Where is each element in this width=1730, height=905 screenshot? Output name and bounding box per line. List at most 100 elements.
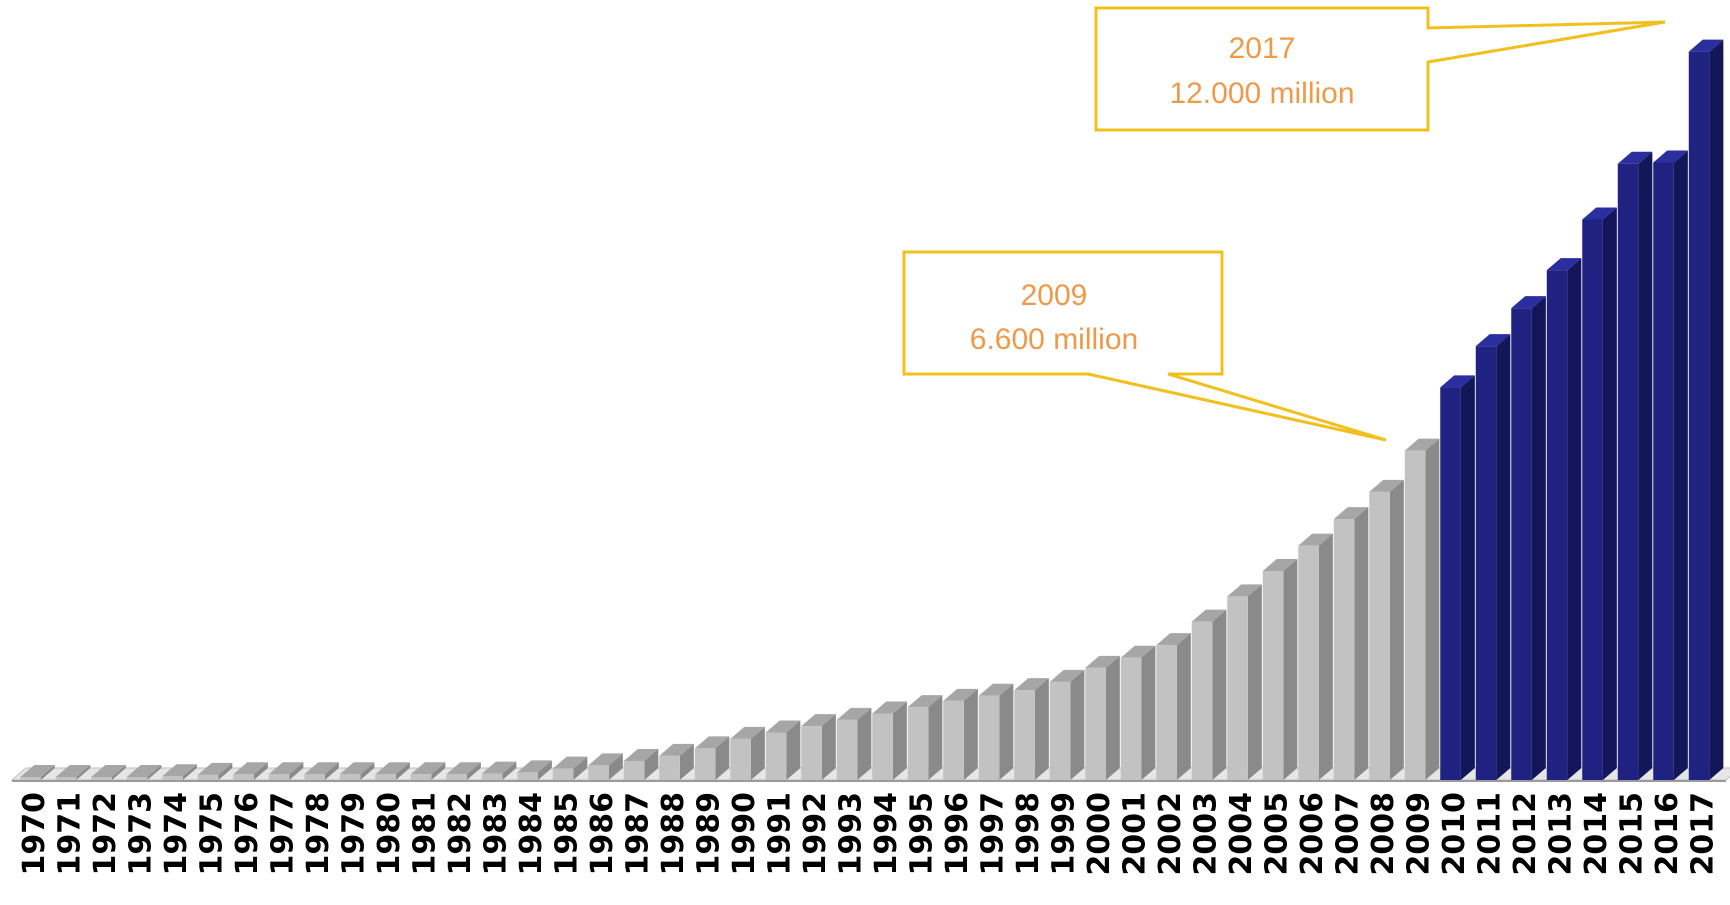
bar-1983	[481, 761, 517, 780]
bar-side-1987	[644, 749, 659, 780]
callout-2017: 2017 12.000 million	[1094, 6, 1666, 132]
bar-top-1977	[268, 762, 304, 775]
bar-front-2010	[1440, 387, 1461, 780]
bar-top-1996	[943, 688, 978, 701]
bar-side-2013	[1567, 258, 1582, 781]
x-tick-1995: 1995	[904, 792, 939, 876]
bar-1989	[694, 736, 730, 780]
bar-2011	[1475, 334, 1511, 780]
callout-2009-year: 2009	[1021, 279, 1088, 312]
bar-2016	[1653, 150, 1688, 780]
bar-2009	[1404, 438, 1440, 780]
bar-top-2010	[1440, 375, 1475, 388]
bar-2007	[1333, 507, 1369, 780]
x-tick-2010: 2010	[1437, 792, 1472, 876]
bar-1973	[126, 765, 162, 780]
bar-top-1973	[126, 765, 162, 777]
bar-top-1988	[659, 743, 694, 756]
bar-top-2005	[1262, 559, 1298, 571]
bar-side-1996	[963, 688, 978, 780]
bar-top-1992	[801, 714, 836, 727]
bar-side-1981	[431, 762, 446, 780]
bar-1996	[943, 688, 978, 780]
bar-top-1975	[197, 762, 233, 775]
x-tick-1996: 1996	[940, 792, 975, 876]
bar-front-1993	[836, 719, 858, 780]
bar-front-2004	[1227, 596, 1248, 780]
bar-front-1973	[126, 777, 148, 780]
bar-front-1977	[268, 774, 290, 780]
bar-2015	[1617, 151, 1653, 780]
bar-1992	[801, 714, 836, 780]
bar-top-2000	[1085, 655, 1120, 668]
bar-top-1993	[836, 707, 872, 720]
bar-top-2013	[1546, 258, 1582, 271]
x-tick-1971: 1971	[52, 792, 87, 876]
x-tick-2009: 2009	[1401, 792, 1436, 876]
bar-side-1993	[857, 707, 872, 780]
bar-2013	[1546, 258, 1582, 781]
bar-top-1974	[162, 764, 197, 777]
bar-side-1978	[324, 762, 339, 780]
x-tick-2003: 2003	[1188, 792, 1223, 876]
bar-side-1972	[111, 765, 126, 780]
bar-front-1978	[304, 774, 325, 780]
bar-top-1979	[339, 762, 375, 775]
bar-front-1992	[801, 726, 822, 780]
x-tick-2006: 2006	[1295, 792, 1330, 876]
bar-side-2009	[1425, 438, 1440, 780]
bar-top-2006	[1298, 533, 1333, 546]
x-tick-1998: 1998	[1011, 792, 1046, 876]
bar-front-1994	[872, 713, 893, 780]
x-tick-1975: 1975	[194, 792, 229, 876]
bar-front-1999	[1049, 681, 1071, 780]
bar-1999	[1049, 669, 1085, 780]
bar-side-2006	[1318, 533, 1333, 780]
x-tick-1978: 1978	[301, 792, 336, 876]
bar-1977	[268, 762, 304, 780]
bar-side-1999	[1070, 669, 1085, 780]
bar-top-1994	[872, 701, 907, 714]
callout-2017-box	[1094, 6, 1666, 132]
bar-1975	[197, 762, 233, 780]
bar-top-2008	[1369, 479, 1404, 492]
bar-front-2002	[1156, 645, 1177, 780]
bar-front-1971	[55, 777, 77, 780]
bar-1987	[623, 749, 659, 780]
bar-side-2016	[1673, 150, 1688, 780]
bar-side-1989	[715, 736, 730, 780]
bar-side-1991	[786, 720, 801, 780]
bar-1985	[552, 756, 588, 780]
bar-front-1975	[197, 774, 219, 780]
bar-top-2009	[1404, 438, 1440, 451]
bar-top-1991	[765, 720, 801, 733]
bar-front-2015	[1617, 163, 1639, 780]
bar-side-1970	[40, 765, 55, 780]
x-tick-1987: 1987	[620, 792, 655, 876]
callout-2017-year: 2017	[1229, 32, 1296, 65]
x-tick-2013: 2013	[1543, 792, 1578, 876]
bar-side-1994	[892, 701, 907, 780]
x-tick-1976: 1976	[230, 792, 265, 876]
bar-front-2000	[1085, 667, 1106, 780]
callout-2009-box	[902, 250, 1387, 442]
bar-side-1988	[679, 743, 694, 780]
x-tick-1980: 1980	[372, 792, 407, 876]
x-tick-1974: 1974	[159, 792, 194, 876]
bar-1995	[907, 695, 943, 780]
x-tick-1977: 1977	[265, 792, 300, 876]
bar-side-2003	[1212, 609, 1227, 780]
x-tick-2017: 2017	[1685, 792, 1720, 876]
bar-front-2006	[1298, 545, 1319, 780]
x-tick-1982: 1982	[443, 792, 478, 876]
bar-top-1990	[730, 726, 765, 739]
bar-1979	[339, 762, 375, 780]
bar-front-1982	[446, 774, 467, 780]
bar-side-2012	[1531, 296, 1546, 780]
bar-front-2013	[1546, 270, 1568, 780]
x-tick-1989: 1989	[691, 792, 726, 876]
bar-front-1990	[730, 738, 751, 780]
bar-top-1989	[694, 736, 730, 749]
x-tick-1991: 1991	[762, 792, 797, 876]
bar-1972	[91, 765, 126, 780]
